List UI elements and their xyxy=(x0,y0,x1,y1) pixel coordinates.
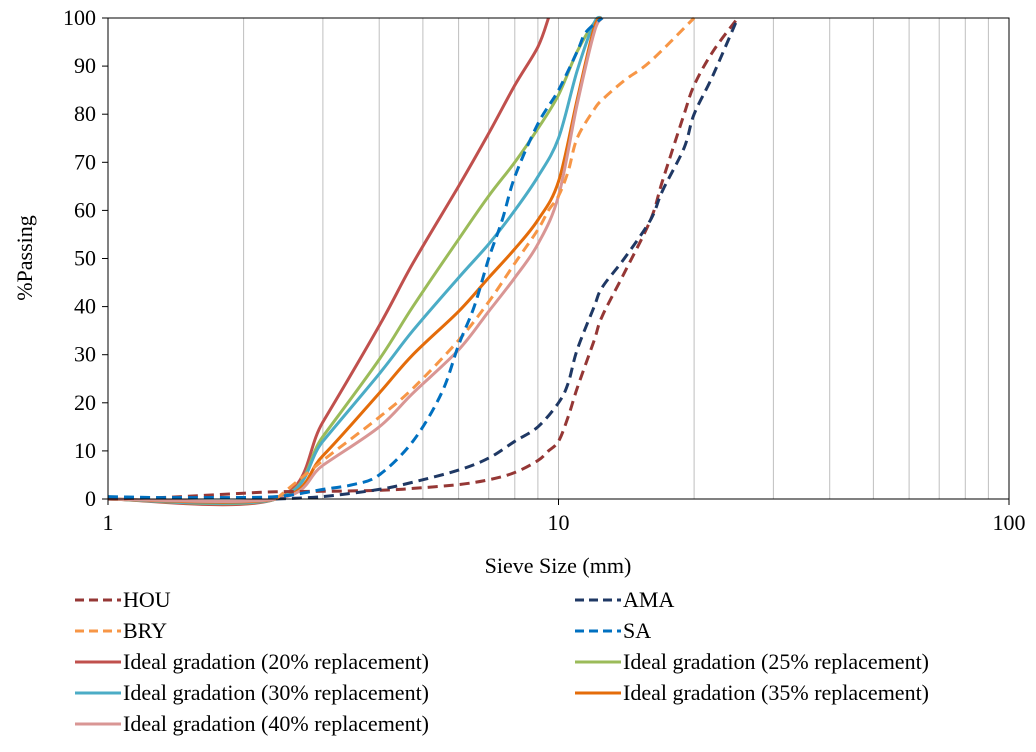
series-line-2 xyxy=(275,16,696,501)
series-line-1 xyxy=(275,17,740,501)
series-line-0 xyxy=(107,17,739,501)
legend-label: SA xyxy=(623,618,651,643)
series-line-3 xyxy=(107,16,604,500)
y-tick-label: 30 xyxy=(74,342,96,367)
legend-label: Ideal gradation (20% replacement) xyxy=(123,649,429,674)
legend: HOU AMA BRY SA Ideal gradation (20% replacem… xyxy=(75,587,929,736)
y-tick-label: 50 xyxy=(74,246,96,271)
x-tick-label: 10 xyxy=(548,510,570,535)
y-tick-label: 40 xyxy=(74,294,96,319)
x-axis-title: Sieve Size (mm) xyxy=(485,553,632,578)
series-lines xyxy=(107,15,740,507)
y-tick-label: 60 xyxy=(74,197,96,222)
y-tick-label: 70 xyxy=(74,149,96,174)
legend-item: Ideal gradation (40% replacement) xyxy=(75,711,429,736)
legend-label: AMA xyxy=(623,587,674,612)
x-tick-label: 1 xyxy=(103,510,114,535)
y-tick-label: 80 xyxy=(74,101,96,126)
y-tick-label: 20 xyxy=(74,390,96,415)
legend-item: AMA xyxy=(575,587,674,612)
legend-item: BRY xyxy=(75,618,167,643)
legend-item: Ideal gradation (30% replacement) xyxy=(75,680,429,705)
y-tick-label: 10 xyxy=(74,438,96,463)
y-axis-title: %Passing xyxy=(12,215,37,301)
legend-item: HOU xyxy=(75,587,171,612)
legend-label: Ideal gradation (25% replacement) xyxy=(623,649,929,674)
legend-label: Ideal gradation (40% replacement) xyxy=(123,711,429,736)
legend-item: SA xyxy=(575,618,651,643)
legend-item: Ideal gradation (25% replacement) xyxy=(575,649,929,674)
legend-label: HOU xyxy=(123,587,171,612)
legend-label: Ideal gradation (30% replacement) xyxy=(123,680,429,705)
x-tick-label: 100 xyxy=(993,510,1026,535)
axes xyxy=(102,17,1010,505)
series-line-8 xyxy=(107,17,604,503)
legend-label: Ideal gradation (35% replacement) xyxy=(623,680,929,705)
legend-item: Ideal gradation (35% replacement) xyxy=(575,680,929,705)
legend-label: BRY xyxy=(123,618,167,643)
y-tick-label: 90 xyxy=(74,53,96,78)
grid-lines xyxy=(243,18,989,499)
y-tick-label: 100 xyxy=(63,5,96,30)
y-tick-label: 0 xyxy=(85,486,96,511)
legend-item: Ideal gradation (20% replacement) xyxy=(75,649,429,674)
